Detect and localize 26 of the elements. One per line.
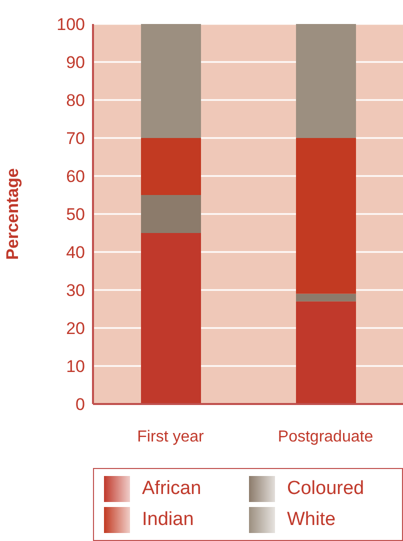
bar xyxy=(141,138,201,195)
legend-label: Indian xyxy=(142,509,194,532)
legend-label: African xyxy=(142,478,202,500)
x-tick-label: Postgraduate xyxy=(278,428,374,446)
y-tick-label: 100 xyxy=(56,15,85,34)
y-tick-label: 70 xyxy=(66,129,85,148)
y-tick-label: 10 xyxy=(66,357,85,376)
y-tick-label: 80 xyxy=(66,91,85,110)
bar xyxy=(141,24,201,138)
y-tick-label: 40 xyxy=(66,243,85,262)
legend-label: Coloured xyxy=(287,478,364,500)
legend-label: White xyxy=(287,509,336,532)
bar xyxy=(296,294,356,302)
bar xyxy=(296,301,356,404)
y-tick-label: 60 xyxy=(66,167,85,186)
y-tick-label: 30 xyxy=(66,281,85,300)
x-tick-label: First year xyxy=(137,428,205,446)
bar xyxy=(296,24,356,138)
y-tick-label: 20 xyxy=(66,319,85,338)
y-tick-label: 50 xyxy=(66,205,85,224)
bar xyxy=(141,233,201,404)
y-tick-label: 0 xyxy=(76,395,85,414)
y-axis-title: Percentage xyxy=(3,168,22,260)
bar xyxy=(141,195,201,233)
y-tick-label: 90 xyxy=(66,53,85,72)
bar xyxy=(296,138,356,294)
